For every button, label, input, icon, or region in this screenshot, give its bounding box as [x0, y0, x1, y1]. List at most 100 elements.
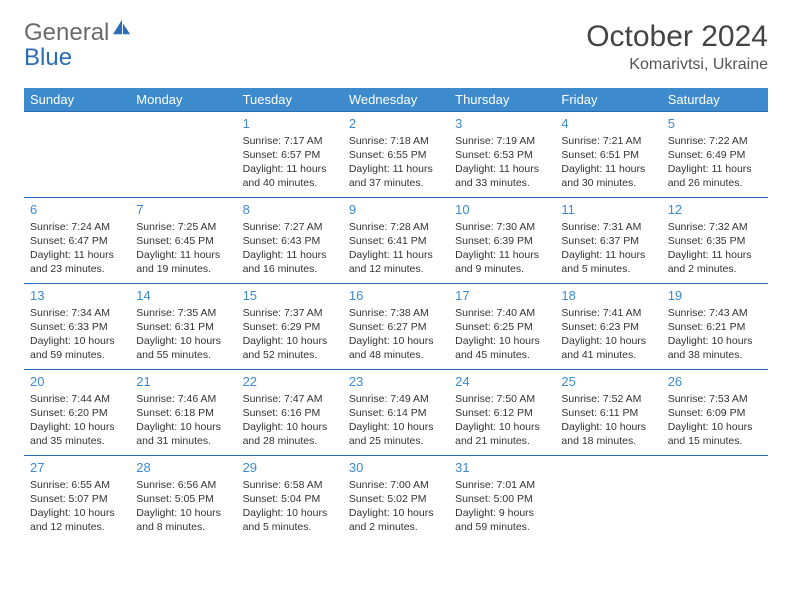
day-content: Sunrise: 7:01 AMSunset: 5:00 PMDaylight:…	[455, 478, 549, 535]
day-content: Sunrise: 6:58 AMSunset: 5:04 PMDaylight:…	[243, 478, 337, 535]
day-cell	[24, 112, 130, 198]
day-cell: 26Sunrise: 7:53 AMSunset: 6:09 PMDayligh…	[662, 370, 768, 456]
day-cell: 14Sunrise: 7:35 AMSunset: 6:31 PMDayligh…	[130, 284, 236, 370]
logo-text-blue: Blue	[24, 44, 72, 71]
day-cell: 24Sunrise: 7:50 AMSunset: 6:12 PMDayligh…	[449, 370, 555, 456]
day-number: 4	[561, 112, 655, 134]
day-content: Sunrise: 7:38 AMSunset: 6:27 PMDaylight:…	[349, 306, 443, 363]
day-content: Sunrise: 7:44 AMSunset: 6:20 PMDaylight:…	[30, 392, 124, 449]
day-content: Sunrise: 7:24 AMSunset: 6:47 PMDaylight:…	[30, 220, 124, 277]
day-content: Sunrise: 7:34 AMSunset: 6:33 PMDaylight:…	[30, 306, 124, 363]
day-number: 6	[30, 198, 124, 220]
day-cell: 13Sunrise: 7:34 AMSunset: 6:33 PMDayligh…	[24, 284, 130, 370]
week-row: 13Sunrise: 7:34 AMSunset: 6:33 PMDayligh…	[24, 284, 768, 370]
day-header: Thursday	[449, 88, 555, 112]
day-cell: 1Sunrise: 7:17 AMSunset: 6:57 PMDaylight…	[237, 112, 343, 198]
calendar-header-row: SundayMondayTuesdayWednesdayThursdayFrid…	[24, 88, 768, 112]
logo: GeneralBlue	[24, 20, 133, 70]
week-row: 6Sunrise: 7:24 AMSunset: 6:47 PMDaylight…	[24, 198, 768, 284]
day-cell: 9Sunrise: 7:28 AMSunset: 6:41 PMDaylight…	[343, 198, 449, 284]
day-number: 19	[668, 284, 762, 306]
day-number: 26	[668, 370, 762, 392]
day-cell: 18Sunrise: 7:41 AMSunset: 6:23 PMDayligh…	[555, 284, 661, 370]
day-content: Sunrise: 6:55 AMSunset: 5:07 PMDaylight:…	[30, 478, 124, 535]
day-cell: 29Sunrise: 6:58 AMSunset: 5:04 PMDayligh…	[237, 456, 343, 542]
day-number: 10	[455, 198, 549, 220]
day-cell: 30Sunrise: 7:00 AMSunset: 5:02 PMDayligh…	[343, 456, 449, 542]
day-content: Sunrise: 7:17 AMSunset: 6:57 PMDaylight:…	[243, 134, 337, 191]
day-header: Friday	[555, 88, 661, 112]
day-cell	[555, 456, 661, 542]
day-header: Sunday	[24, 88, 130, 112]
day-number: 29	[243, 456, 337, 478]
day-cell: 5Sunrise: 7:22 AMSunset: 6:49 PMDaylight…	[662, 112, 768, 198]
day-content: Sunrise: 7:40 AMSunset: 6:25 PMDaylight:…	[455, 306, 549, 363]
day-content: Sunrise: 7:22 AMSunset: 6:49 PMDaylight:…	[668, 134, 762, 191]
day-content: Sunrise: 7:00 AMSunset: 5:02 PMDaylight:…	[349, 478, 443, 535]
day-cell: 20Sunrise: 7:44 AMSunset: 6:20 PMDayligh…	[24, 370, 130, 456]
day-cell: 22Sunrise: 7:47 AMSunset: 6:16 PMDayligh…	[237, 370, 343, 456]
day-header: Wednesday	[343, 88, 449, 112]
day-cell: 23Sunrise: 7:49 AMSunset: 6:14 PMDayligh…	[343, 370, 449, 456]
day-number: 28	[136, 456, 230, 478]
day-cell: 25Sunrise: 7:52 AMSunset: 6:11 PMDayligh…	[555, 370, 661, 456]
day-number: 30	[349, 456, 443, 478]
day-number: 5	[668, 112, 762, 134]
day-content: Sunrise: 7:47 AMSunset: 6:16 PMDaylight:…	[243, 392, 337, 449]
day-cell: 8Sunrise: 7:27 AMSunset: 6:43 PMDaylight…	[237, 198, 343, 284]
day-content: Sunrise: 7:19 AMSunset: 6:53 PMDaylight:…	[455, 134, 549, 191]
day-number: 2	[349, 112, 443, 134]
day-number: 11	[561, 198, 655, 220]
day-header: Monday	[130, 88, 236, 112]
day-cell	[130, 112, 236, 198]
day-content: Sunrise: 7:30 AMSunset: 6:39 PMDaylight:…	[455, 220, 549, 277]
day-number: 18	[561, 284, 655, 306]
day-number: 15	[243, 284, 337, 306]
day-number: 12	[668, 198, 762, 220]
day-content: Sunrise: 7:52 AMSunset: 6:11 PMDaylight:…	[561, 392, 655, 449]
day-cell: 12Sunrise: 7:32 AMSunset: 6:35 PMDayligh…	[662, 198, 768, 284]
day-number: 21	[136, 370, 230, 392]
day-number: 31	[455, 456, 549, 478]
day-content: Sunrise: 7:41 AMSunset: 6:23 PMDaylight:…	[561, 306, 655, 363]
day-number: 24	[455, 370, 549, 392]
calendar-table: SundayMondayTuesdayWednesdayThursdayFrid…	[24, 88, 768, 542]
day-content: Sunrise: 7:25 AMSunset: 6:45 PMDaylight:…	[136, 220, 230, 277]
day-content: Sunrise: 7:18 AMSunset: 6:55 PMDaylight:…	[349, 134, 443, 191]
day-content: Sunrise: 7:49 AMSunset: 6:14 PMDaylight:…	[349, 392, 443, 449]
day-content: Sunrise: 7:50 AMSunset: 6:12 PMDaylight:…	[455, 392, 549, 449]
day-cell: 19Sunrise: 7:43 AMSunset: 6:21 PMDayligh…	[662, 284, 768, 370]
day-content: Sunrise: 7:35 AMSunset: 6:31 PMDaylight:…	[136, 306, 230, 363]
day-cell: 27Sunrise: 6:55 AMSunset: 5:07 PMDayligh…	[24, 456, 130, 542]
day-content: Sunrise: 7:32 AMSunset: 6:35 PMDaylight:…	[668, 220, 762, 277]
day-cell: 10Sunrise: 7:30 AMSunset: 6:39 PMDayligh…	[449, 198, 555, 284]
day-header: Saturday	[662, 88, 768, 112]
day-cell: 2Sunrise: 7:18 AMSunset: 6:55 PMDaylight…	[343, 112, 449, 198]
day-cell: 11Sunrise: 7:31 AMSunset: 6:37 PMDayligh…	[555, 198, 661, 284]
day-cell: 7Sunrise: 7:25 AMSunset: 6:45 PMDaylight…	[130, 198, 236, 284]
day-number: 14	[136, 284, 230, 306]
day-number: 3	[455, 112, 549, 134]
day-cell: 6Sunrise: 7:24 AMSunset: 6:47 PMDaylight…	[24, 198, 130, 284]
day-number: 1	[243, 112, 337, 134]
page-subtitle: Komarivtsi, Ukraine	[586, 56, 768, 74]
logo-sail-icon	[111, 16, 133, 41]
day-number: 13	[30, 284, 124, 306]
week-row: 27Sunrise: 6:55 AMSunset: 5:07 PMDayligh…	[24, 456, 768, 542]
day-header: Tuesday	[237, 88, 343, 112]
day-cell	[662, 456, 768, 542]
day-number: 8	[243, 198, 337, 220]
day-number: 20	[30, 370, 124, 392]
header: GeneralBlue October 2024 Komarivtsi, Ukr…	[24, 20, 768, 74]
day-number: 17	[455, 284, 549, 306]
day-cell: 16Sunrise: 7:38 AMSunset: 6:27 PMDayligh…	[343, 284, 449, 370]
day-number: 23	[349, 370, 443, 392]
day-content: Sunrise: 7:21 AMSunset: 6:51 PMDaylight:…	[561, 134, 655, 191]
day-cell: 3Sunrise: 7:19 AMSunset: 6:53 PMDaylight…	[449, 112, 555, 198]
title-block: October 2024 Komarivtsi, Ukraine	[586, 20, 768, 74]
day-number: 22	[243, 370, 337, 392]
day-content: Sunrise: 7:28 AMSunset: 6:41 PMDaylight:…	[349, 220, 443, 277]
day-cell: 4Sunrise: 7:21 AMSunset: 6:51 PMDaylight…	[555, 112, 661, 198]
day-content: Sunrise: 7:37 AMSunset: 6:29 PMDaylight:…	[243, 306, 337, 363]
day-content: Sunrise: 7:53 AMSunset: 6:09 PMDaylight:…	[668, 392, 762, 449]
